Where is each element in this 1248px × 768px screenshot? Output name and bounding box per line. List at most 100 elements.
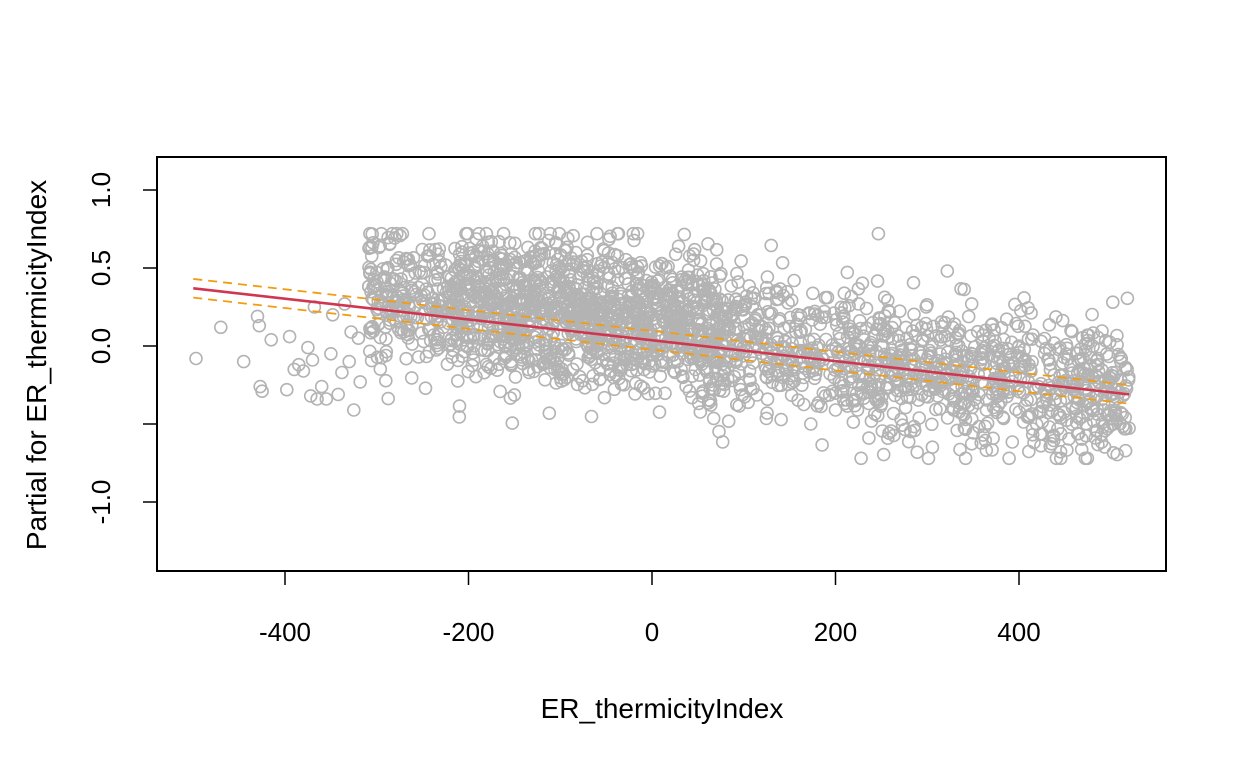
data-point xyxy=(867,407,882,421)
data-point xyxy=(1079,428,1093,443)
data-point xyxy=(1052,408,1067,422)
x-tick-label: -400 xyxy=(259,617,311,647)
data-point xyxy=(715,435,730,449)
data-point xyxy=(627,233,641,248)
lower-confidence-band xyxy=(193,296,1130,405)
data-point xyxy=(624,363,638,378)
data-point xyxy=(1049,310,1063,324)
data-point xyxy=(760,270,775,284)
data-point xyxy=(521,240,535,255)
data-point xyxy=(363,265,377,280)
data-point xyxy=(746,356,760,370)
data-point xyxy=(881,303,896,318)
data-point xyxy=(505,416,520,430)
data-point xyxy=(1065,400,1080,415)
outlier-point xyxy=(325,307,340,322)
data-point xyxy=(958,384,972,399)
data-point xyxy=(1122,370,1136,384)
data-point xyxy=(442,300,457,314)
data-point xyxy=(700,347,715,361)
data-point xyxy=(596,242,611,256)
data-point xyxy=(1114,351,1129,366)
data-point xyxy=(379,288,394,303)
data-point xyxy=(415,242,430,257)
data-point xyxy=(1064,323,1078,338)
y-axis: -1.0 0.0 0.5 1.0 xyxy=(86,172,158,525)
data-point xyxy=(808,367,823,381)
data-point xyxy=(975,334,990,348)
y-tick-label: -1.0 xyxy=(86,480,116,525)
data-point xyxy=(875,424,890,438)
lines-layer xyxy=(193,278,1130,405)
data-point xyxy=(528,226,543,241)
data-point xyxy=(537,354,552,369)
data-point xyxy=(1067,383,1081,398)
data-point xyxy=(636,286,651,301)
data-point xyxy=(620,350,635,365)
data-point xyxy=(535,307,550,322)
data-point xyxy=(815,310,829,325)
data-point xyxy=(811,395,826,410)
data-point xyxy=(671,300,686,315)
data-point xyxy=(705,276,720,290)
data-point xyxy=(813,317,828,332)
data-point xyxy=(1042,317,1057,332)
outlier-point xyxy=(236,354,251,369)
data-point xyxy=(1081,328,1096,343)
data-point xyxy=(467,327,481,342)
data-point xyxy=(929,402,943,417)
data-point xyxy=(1034,438,1048,453)
data-point xyxy=(710,330,725,345)
data-point xyxy=(566,228,581,243)
outlier-point xyxy=(214,320,228,335)
data-point xyxy=(1081,336,1095,351)
outlier-point xyxy=(342,354,357,369)
data-point xyxy=(850,403,865,417)
data-point xyxy=(621,277,636,291)
data-point xyxy=(552,226,567,241)
data-point xyxy=(551,341,565,356)
data-point xyxy=(661,259,675,274)
data-point xyxy=(614,289,628,304)
data-point xyxy=(428,273,442,287)
data-point xyxy=(685,277,700,292)
data-point xyxy=(854,451,868,466)
data-point xyxy=(840,330,855,344)
data-point xyxy=(762,307,777,321)
data-point xyxy=(760,406,774,420)
data-point xyxy=(418,381,433,396)
data-point xyxy=(583,307,598,322)
data-point xyxy=(452,410,467,424)
outlier-point xyxy=(344,325,358,339)
data-point xyxy=(449,328,464,342)
data-point xyxy=(880,293,895,308)
data-point xyxy=(1117,421,1132,436)
data-point xyxy=(870,274,885,288)
data-point xyxy=(1095,324,1109,338)
data-point xyxy=(532,333,546,348)
data-point xyxy=(691,312,706,327)
data-point xyxy=(1064,358,1078,373)
data-point xyxy=(1044,436,1059,451)
data-point xyxy=(1041,352,1055,366)
data-point xyxy=(455,349,470,364)
data-point xyxy=(919,300,934,314)
data-point xyxy=(378,373,393,388)
data-point xyxy=(828,403,843,417)
data-point xyxy=(490,337,505,352)
data-point xyxy=(1024,392,1038,407)
data-point xyxy=(406,310,421,325)
outlier-point xyxy=(319,392,334,406)
data-point xyxy=(581,294,595,309)
data-point xyxy=(645,348,660,362)
data-point xyxy=(964,346,978,361)
x-tick-label: 200 xyxy=(814,617,857,647)
data-point xyxy=(630,226,645,241)
data-point xyxy=(1017,291,1031,305)
data-point xyxy=(805,286,820,301)
data-point xyxy=(633,379,648,393)
data-point xyxy=(1116,388,1130,403)
data-point xyxy=(714,343,728,358)
data-point xyxy=(597,390,612,405)
data-point xyxy=(866,371,881,386)
